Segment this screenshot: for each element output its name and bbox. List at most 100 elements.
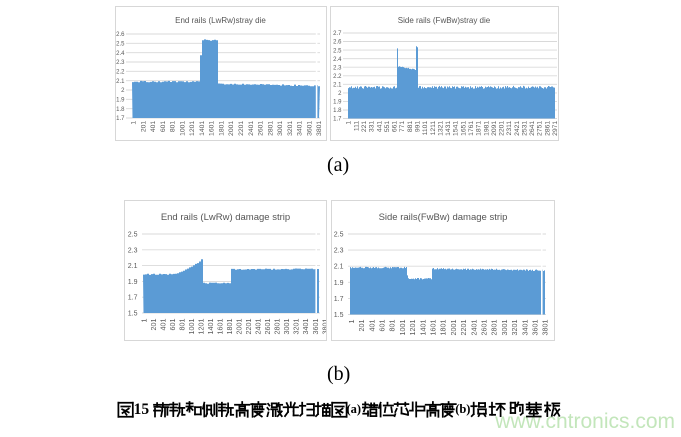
svg-text:End rails (LwRw) damage strip: End rails (LwRw) damage strip: [161, 212, 290, 223]
svg-text:2: 2: [121, 88, 125, 94]
svg-text:1401: 1401: [199, 121, 206, 136]
svg-text:2.6: 2.6: [116, 32, 125, 38]
svg-text:Side rails(FwBw) damage strip: Side rails(FwBw) damage strip: [379, 212, 508, 223]
svg-text:3401: 3401: [297, 121, 304, 136]
svg-text:2601: 2601: [258, 121, 265, 136]
svg-text:801: 801: [388, 320, 397, 332]
svg-text:401: 401: [158, 319, 167, 331]
svg-text:441: 441: [376, 121, 383, 133]
svg-text:2.3: 2.3: [334, 248, 344, 255]
svg-text:2.2: 2.2: [333, 74, 342, 80]
svg-text:Side rails (FwBw)stray die: Side rails (FwBw)stray die: [398, 16, 491, 25]
svg-text:601: 601: [378, 320, 387, 332]
svg-text:2201: 2201: [238, 121, 245, 136]
svg-text:3601: 3601: [306, 121, 313, 136]
svg-text:3601: 3601: [311, 319, 320, 335]
svg-text:401: 401: [367, 320, 376, 332]
svg-text:1761: 1761: [468, 121, 475, 136]
svg-text:2.1: 2.1: [128, 263, 138, 270]
svg-text:2801: 2801: [273, 319, 282, 335]
svg-text:881: 881: [407, 121, 414, 133]
svg-text:1651: 1651: [460, 121, 467, 136]
svg-text:401: 401: [150, 121, 157, 133]
svg-text:3401: 3401: [520, 320, 529, 336]
svg-text:2401: 2401: [469, 320, 478, 336]
svg-text:2.1: 2.1: [116, 79, 125, 85]
svg-text:1001: 1001: [398, 320, 407, 336]
svg-text:1: 1: [346, 121, 353, 125]
svg-text:1: 1: [347, 320, 356, 324]
svg-text:2.1: 2.1: [333, 83, 342, 89]
svg-text:1431: 1431: [445, 121, 452, 136]
svg-text:1601: 1601: [209, 121, 216, 136]
svg-text:1.5: 1.5: [334, 312, 344, 319]
svg-text:3001: 3001: [500, 320, 509, 336]
svg-text:1211: 1211: [430, 121, 437, 136]
svg-text:551: 551: [384, 121, 391, 133]
svg-text:1.8: 1.8: [116, 107, 125, 113]
svg-text:1201: 1201: [197, 319, 206, 335]
svg-text:1601: 1601: [429, 320, 438, 336]
svg-text:201: 201: [357, 320, 366, 332]
svg-text:2.4: 2.4: [333, 57, 342, 63]
svg-text:2601: 2601: [263, 319, 272, 335]
svg-text:3201: 3201: [292, 319, 301, 335]
svg-text:2.6: 2.6: [333, 40, 342, 46]
svg-text:1601: 1601: [216, 319, 225, 335]
svg-text:2.3: 2.3: [333, 65, 342, 71]
svg-text:1.5: 1.5: [128, 311, 138, 318]
svg-text:15: 15: [134, 401, 150, 418]
svg-text:1101: 1101: [422, 121, 429, 136]
svg-text:1.7: 1.7: [334, 296, 344, 303]
svg-text:3801: 3801: [541, 320, 550, 336]
svg-text:1.7: 1.7: [333, 117, 342, 123]
svg-text:(a): (a): [347, 402, 362, 416]
svg-text:1201: 1201: [408, 320, 417, 336]
svg-text:1801: 1801: [225, 319, 234, 335]
svg-text:End rails (LwRw)stray die: End rails (LwRw)stray die: [175, 16, 266, 25]
svg-text:2531: 2531: [522, 121, 529, 136]
svg-text:1201: 1201: [189, 121, 196, 136]
svg-text:1.9: 1.9: [333, 100, 342, 106]
svg-text:1321: 1321: [437, 121, 444, 136]
svg-text:2201: 2201: [244, 319, 253, 335]
svg-text:2641: 2641: [529, 121, 536, 136]
svg-text:1001: 1001: [187, 319, 196, 335]
svg-text:2601: 2601: [480, 320, 489, 336]
svg-text:1801: 1801: [219, 121, 226, 136]
svg-text:3001: 3001: [282, 319, 291, 335]
svg-text:1.9: 1.9: [128, 279, 138, 286]
svg-text:2971: 2971: [552, 121, 558, 136]
svg-text:111: 111: [353, 121, 360, 132]
svg-text:1541: 1541: [453, 121, 460, 136]
svg-text:2201: 2201: [459, 320, 468, 336]
svg-text:601: 601: [168, 319, 177, 331]
svg-text:1.8: 1.8: [333, 108, 342, 114]
svg-text:2091: 2091: [491, 121, 498, 136]
svg-text:2311: 2311: [506, 121, 513, 136]
svg-text:2.5: 2.5: [116, 42, 125, 48]
svg-text:2.4: 2.4: [116, 51, 125, 57]
svg-text:2.3: 2.3: [128, 247, 138, 254]
svg-text:2201: 2201: [499, 121, 506, 136]
svg-text:3801: 3801: [316, 121, 323, 136]
svg-text:331: 331: [369, 121, 376, 133]
svg-text:1.7: 1.7: [116, 116, 125, 122]
svg-text:2401: 2401: [248, 121, 255, 136]
svg-text:2.5: 2.5: [334, 232, 344, 239]
svg-text:801: 801: [178, 319, 187, 331]
svg-text:2.1: 2.1: [334, 264, 344, 271]
svg-text:1.7: 1.7: [128, 295, 138, 302]
svg-text:2: 2: [338, 91, 342, 97]
svg-text:1871: 1871: [476, 121, 483, 136]
svg-text:2421: 2421: [514, 121, 521, 136]
svg-text:(b): (b): [455, 402, 470, 416]
svg-text:2751: 2751: [537, 121, 544, 136]
svg-text:3401: 3401: [301, 319, 310, 335]
svg-text:2.3: 2.3: [116, 60, 125, 66]
svg-text:3201: 3201: [287, 121, 294, 136]
svg-text:991: 991: [415, 121, 422, 133]
svg-text:1981: 1981: [483, 121, 490, 136]
svg-text:2001: 2001: [228, 121, 235, 136]
svg-text:201: 201: [140, 121, 147, 133]
